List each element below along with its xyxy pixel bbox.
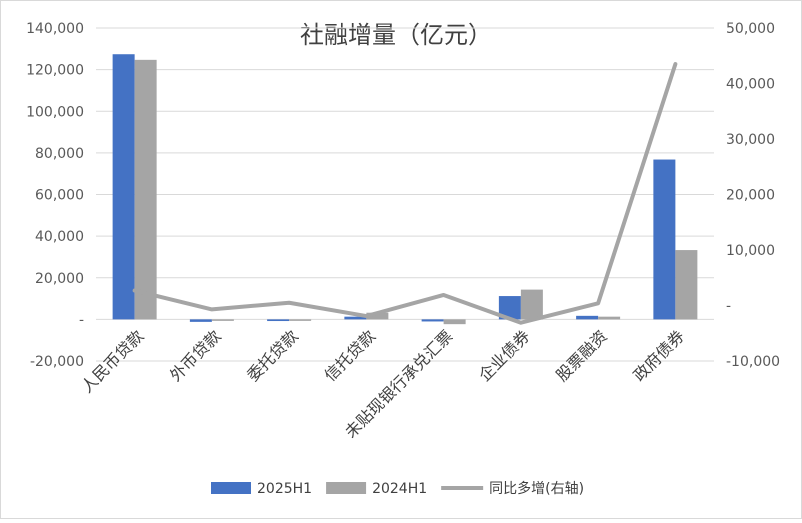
line-point-3: [364, 314, 368, 318]
line-point-1: [210, 307, 214, 311]
bar-2024H1-5: [520, 289, 543, 320]
line-series-yoy: [132, 62, 678, 325]
left-tick-label: 80,000: [35, 146, 84, 162]
category-label: 外币贷款: [166, 326, 225, 385]
left-tick-label: 120,000: [26, 63, 84, 79]
left-axis-ticks: -20,000-20,00040,00060,00080,000100,0001…: [26, 21, 84, 370]
bar-2024H1-4: [443, 319, 466, 325]
line-point-2: [287, 301, 291, 305]
line-point-4: [442, 293, 446, 297]
line-point-5: [519, 321, 523, 325]
right-tick-label: 50,000: [726, 21, 775, 37]
right-tick-label: 30,000: [726, 132, 775, 148]
left-tick-label: -20,000: [30, 354, 84, 370]
bar-2024H1-1: [211, 319, 234, 321]
right-tick-label: 10,000: [726, 243, 775, 259]
line-point-6: [596, 301, 600, 305]
category-label: 委托贷款: [243, 326, 302, 385]
category-label: 股票融资: [552, 326, 611, 385]
left-tick-label: 60,000: [35, 188, 84, 204]
bar-2025H1-2: [267, 319, 290, 322]
legend: 2025H1 2024H1 同比多增(右轴): [211, 480, 584, 497]
category-label: 政府债券: [630, 326, 689, 385]
line-point-7: [673, 62, 677, 66]
chart-title: 社融增量（亿元）: [300, 21, 492, 49]
right-tick-label: -: [726, 299, 731, 315]
bar-2025H1-0: [112, 54, 135, 320]
bar-2025H1-6: [576, 315, 599, 320]
right-tick-label: 20,000: [726, 188, 775, 204]
legend-label: 2025H1: [257, 481, 312, 497]
left-tick-label: 40,000: [35, 229, 84, 245]
grid-lines: [96, 27, 714, 362]
bar-2024H1-7: [675, 250, 698, 320]
bar-2025H1-4: [421, 319, 444, 322]
bar-2024H1-3: [366, 312, 389, 320]
right-tick-label: 40,000: [726, 77, 775, 93]
line-point-0: [133, 289, 137, 293]
bar-2024H1-0: [134, 59, 157, 320]
bar-2024H1-6: [598, 316, 621, 320]
left-tick-label: -: [79, 312, 84, 328]
left-tick-label: 100,000: [26, 104, 84, 120]
legend-swatch-2025H1: [211, 482, 251, 494]
right-tick-label: -10,000: [726, 354, 780, 370]
legend-label: 同比多增(右轴): [489, 480, 584, 497]
bar-2025H1-7: [653, 159, 676, 320]
category-label: 信托贷款: [321, 326, 380, 385]
left-tick-label: 20,000: [35, 271, 84, 287]
left-tick-label: 140,000: [26, 21, 84, 37]
category-label: 企业债券: [475, 326, 534, 385]
bar-2024H1-2: [289, 319, 312, 321]
line-series-group: [132, 62, 678, 325]
bar-2025H1-1: [189, 319, 212, 322]
legend-label: 2024H1: [372, 481, 427, 497]
legend-swatch-2024H1: [326, 482, 367, 494]
bar-2025H1-3: [344, 316, 367, 320]
bar-2025H1-5: [498, 296, 521, 320]
bar-group: [112, 54, 698, 325]
